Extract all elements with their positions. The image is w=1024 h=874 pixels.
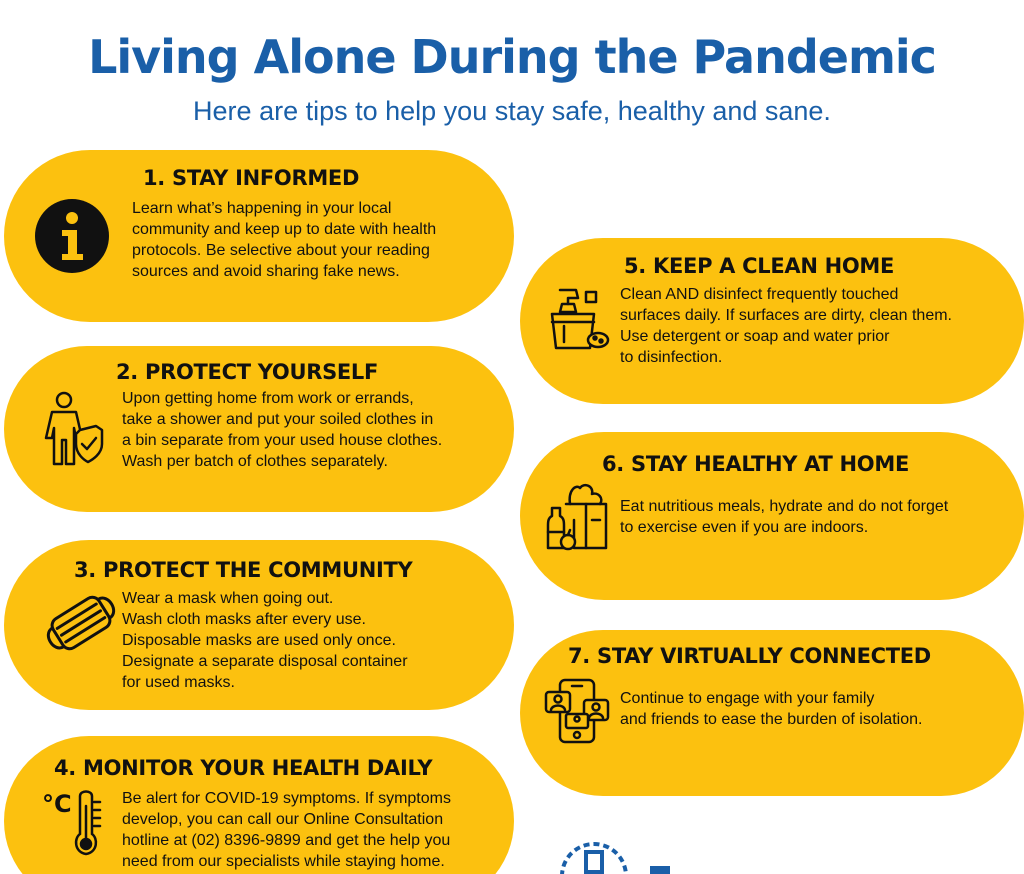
page-title: Living Alone During the Pandemic bbox=[88, 30, 937, 84]
tip-title: 6. STAY HEALTHY AT HOME bbox=[602, 452, 910, 476]
tip-card-stay-informed: 1. STAY INFORMED Learn what’s happening … bbox=[4, 150, 514, 322]
face-mask-icon bbox=[38, 586, 124, 660]
info-icon bbox=[34, 198, 110, 274]
tip-body: Learn what’s happening in your local com… bbox=[132, 200, 437, 280]
tip-body: Upon getting home from work or errands, … bbox=[122, 390, 443, 470]
tip-card-protect-community: 3. PROTECT THE COMMUNITY Wear a mask whe… bbox=[4, 540, 514, 710]
tip-title: 2. PROTECT YOURSELF bbox=[116, 360, 379, 384]
tip-title: 5. KEEP A CLEAN HOME bbox=[624, 254, 895, 278]
hospital-logo bbox=[550, 836, 670, 874]
tip-card-monitor-health: °C 4. MONITOR YOUR HEALTH DAILY Be alert… bbox=[4, 736, 514, 874]
tip-title: 3. PROTECT THE COMMUNITY bbox=[74, 558, 413, 582]
tip-body: Eat nutritious meals, hydrate and do not… bbox=[620, 498, 949, 536]
svg-text:°C: °C bbox=[42, 790, 72, 818]
tip-card-virtually-connected: 7. STAY VIRTUALLY CONNECTED Continue to … bbox=[520, 630, 1024, 796]
tip-card-stay-healthy: 6. STAY HEALTHY AT HOME Eat nutritious m… bbox=[520, 432, 1024, 600]
person-shield-icon bbox=[42, 390, 104, 468]
tip-title: 4. MONITOR YOUR HEALTH DAILY bbox=[54, 756, 433, 780]
tip-card-clean-home: 5. KEEP A CLEAN HOME Clean AND disinfect… bbox=[520, 238, 1024, 404]
page-subtitle: Here are tips to help you stay safe, hea… bbox=[193, 96, 831, 126]
groceries-icon bbox=[544, 480, 612, 552]
tip-body: Wear a mask when going out. Wash cloth m… bbox=[122, 590, 408, 691]
tip-title: 1. STAY INFORMED bbox=[143, 166, 360, 190]
tip-body: Clean AND disinfect frequently touched s… bbox=[620, 286, 952, 366]
video-call-icon bbox=[544, 678, 610, 746]
cleaning-supplies-icon bbox=[546, 286, 610, 352]
tip-title: 7. STAY VIRTUALLY CONNECTED bbox=[568, 644, 931, 668]
tip-body: Continue to engage with your family and … bbox=[620, 690, 923, 728]
thermometer-icon: °C bbox=[42, 786, 106, 858]
tip-body: Be alert for COVID-19 symptoms. If sympt… bbox=[122, 790, 451, 870]
tip-card-protect-yourself: 2. PROTECT YOURSELF Upon getting home fr… bbox=[4, 346, 514, 512]
